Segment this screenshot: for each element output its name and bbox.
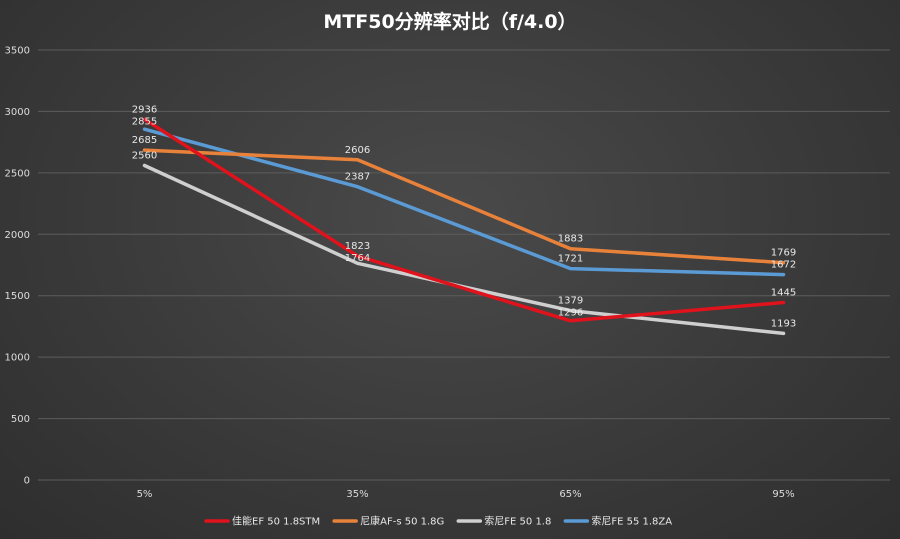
data-label: 1764 [345,253,370,264]
legend[interactable]: 佳能EF 50 1.8STM 尼康AF-s 50 1.8G 索尼FE 50 1.8 索… [204,515,672,528]
chart-title: MTF50分辨率对比（f/4.0） [323,10,576,33]
y-axis: 0 500 1000 1500 2000 2500 3000 3500 [5,46,30,487]
y-tick-label: 2000 [5,230,30,241]
y-tick-label: 2500 [5,168,30,179]
data-label: 1721 [558,254,583,265]
y-tick-label: 500 [11,414,30,425]
y-tick-label: 3500 [5,46,30,57]
data-label: 1296 [558,308,583,319]
legend-item[interactable]: 尼康AF-s 50 1.8G [360,515,444,528]
data-label: 1883 [558,234,583,245]
series-line [142,148,786,265]
data-label: 1445 [771,287,796,298]
x-tick-label: 95% [772,489,794,500]
y-tick-label: 3000 [5,107,30,118]
data-label: 2685 [132,135,157,146]
x-tick-label: 5% [137,489,153,500]
legend-item[interactable]: 索尼FE 50 1.8 [484,515,551,528]
data-label: 1193 [771,318,796,329]
plot-area [142,117,786,336]
data-label: 2560 [132,150,157,161]
data-label: 1823 [345,241,370,252]
x-tick-label: 35% [346,489,368,500]
data-label: 2855 [132,116,157,127]
data-label: 1379 [558,296,583,307]
y-tick-label: 0 [24,476,30,487]
data-label: 2606 [345,145,370,156]
data-label: 2387 [345,172,370,183]
y-tick-label: 1000 [5,353,30,364]
data-label: 2936 [132,104,157,115]
grid [38,49,890,481]
x-tick-label: 65% [559,489,581,500]
data-label: 1672 [771,260,796,271]
series-line [142,127,786,277]
data-label: 1769 [771,248,796,259]
series-line [142,163,786,336]
legend-item[interactable]: 佳能EF 50 1.8STM [232,515,320,528]
series-line [142,117,786,323]
legend-item[interactable]: 索尼FE 55 1.8ZA [591,515,672,528]
x-axis: 5% 35% 65% 95% [137,489,795,500]
y-tick-label: 1500 [5,291,30,302]
